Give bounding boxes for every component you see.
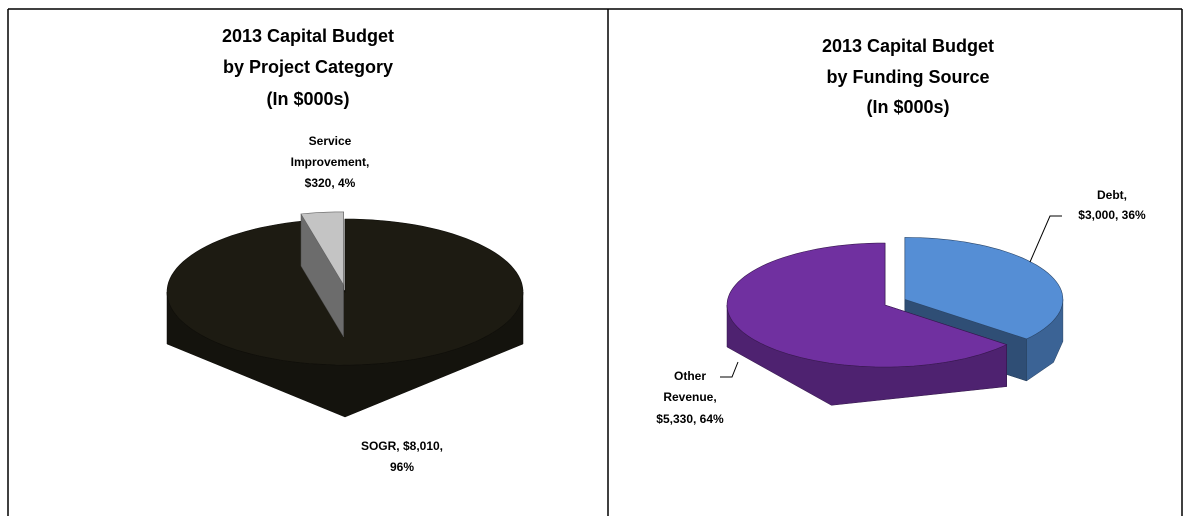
slice-top — [726, 242, 1008, 368]
leader-line — [720, 361, 739, 378]
chart-title: (In $000s) — [266, 89, 349, 109]
data-label: SOGR, $8,010, — [361, 439, 443, 453]
slice-top — [166, 218, 524, 366]
slice — [726, 242, 1008, 406]
data-label: Service — [309, 134, 352, 148]
leader-line — [1029, 215, 1062, 263]
data-label: Revenue, — [663, 390, 716, 404]
chart-title: by Funding Source — [826, 67, 989, 87]
chart-title: 2013 Capital Budget — [822, 36, 994, 56]
data-label: 96% — [390, 460, 414, 474]
slice-top — [904, 237, 1064, 340]
data-label: $3,000, 36% — [1078, 208, 1146, 222]
chart-title: by Project Category — [223, 57, 393, 77]
data-label: Debt, — [1097, 188, 1127, 202]
slice — [300, 211, 344, 338]
chart-title: (In $000s) — [866, 97, 949, 117]
data-label: Improvement, — [291, 155, 370, 169]
chart-title: 2013 Capital Budget — [222, 26, 394, 46]
data-label: $320, 4% — [305, 176, 356, 190]
slice-top — [300, 211, 344, 286]
data-label: $5,330, 64% — [656, 412, 724, 426]
slice — [166, 218, 524, 418]
data-label: Other — [674, 369, 706, 383]
